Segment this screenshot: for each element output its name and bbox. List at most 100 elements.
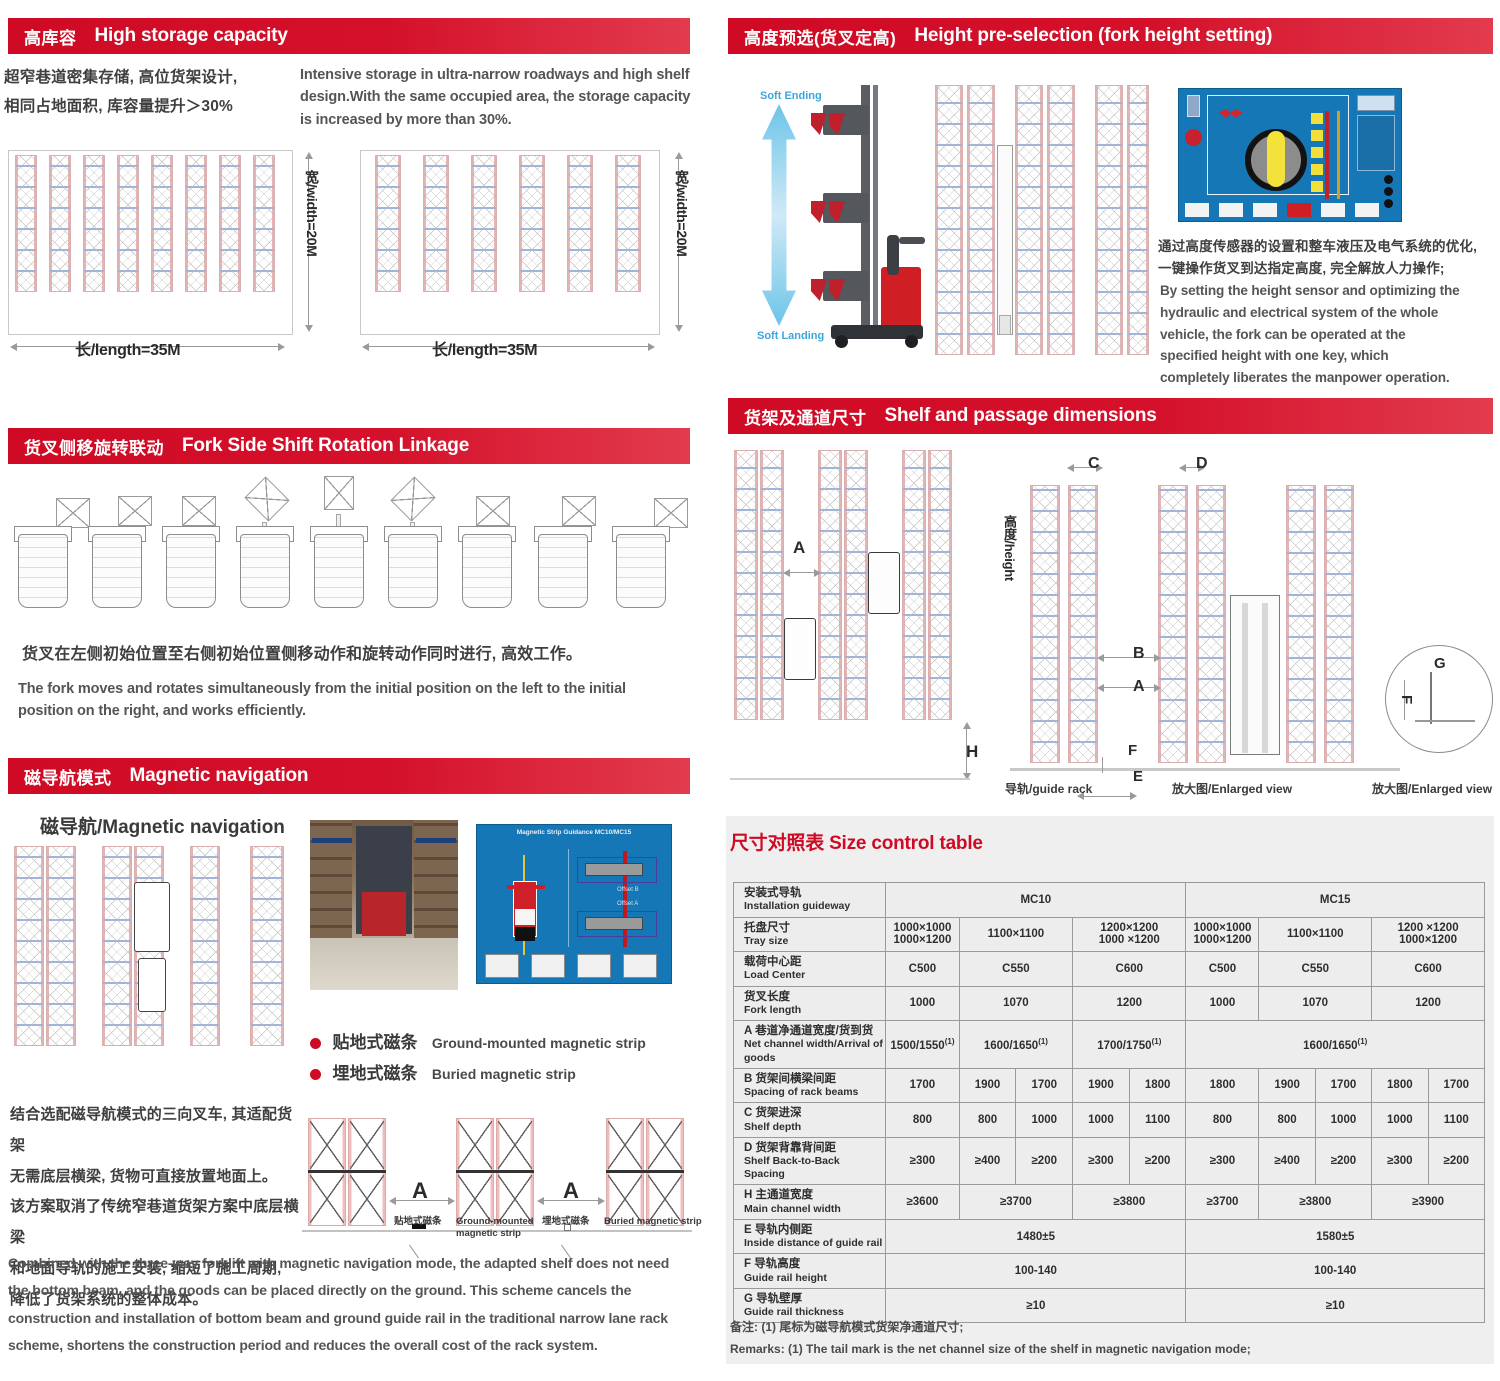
- section-header-fork: 货叉侧移旋转联动 Fork Side Shift Rotation Linkag…: [8, 428, 690, 464]
- table-cell: 1100×1100: [958, 916, 1074, 952]
- table-cell: C550: [958, 951, 1074, 987]
- table-cell: 1000×1000 1000×1200: [1185, 916, 1260, 952]
- fork-body-en: The fork moves and rotates simultaneousl…: [18, 681, 626, 720]
- guide-rack-caption: 导轨/guide rack: [1005, 782, 1093, 796]
- row-label: 安装式导轨 Installation guideway: [732, 882, 887, 918]
- table-cell: ≥3700: [1185, 1184, 1260, 1220]
- table-row: B 货架间横梁间距 Spacing of rack beams 1700 1900 17…: [732, 1067, 1486, 1104]
- dimension-mark-A-plan: A: [793, 538, 805, 557]
- table-cell: 1700: [1427, 1067, 1486, 1104]
- row-label: A 巷道净通道宽度/货到货 Net channel width/Arrival o…: [732, 1020, 887, 1069]
- table-cell: 1200 ×1200 1000×1200: [1371, 916, 1485, 952]
- legend-label-cn: 埋地式磁条: [332, 1064, 418, 1083]
- table-cell: 1600/1650(1): [1185, 1020, 1485, 1069]
- table-cell: 1700/1750(1): [1072, 1020, 1187, 1069]
- shelf-elevation-view: [1010, 464, 1400, 800]
- table-cell: 1070: [958, 985, 1074, 1021]
- enlarged-view-caption-2: 放大图/Enlarged view: [1372, 782, 1493, 796]
- shelf-plan-view: [730, 450, 980, 780]
- storage-length-label-left: 长/length=35M: [75, 342, 181, 359]
- table-row: 托盘尺寸 Tray size 1000×1000 1000×1200 1100×1100…: [732, 916, 1485, 952]
- table-row: G 导轨壁厚 Guide rail thickness ≥10 ≥10: [732, 1287, 1485, 1324]
- storage-width-label-right: 宽/width=20M: [674, 170, 690, 257]
- fork-body-cn: 货叉在左侧初始位置至右侧初始位置侧移动作和旋转动作同时进行, 高效工作。: [22, 646, 583, 663]
- forklift-photo: [795, 85, 925, 350]
- buried-strip-caption-cn: 埋地式磁条: [542, 1216, 590, 1227]
- hmi-magnet-icon[interactable]: [623, 954, 657, 978]
- section-title-en: High storage capacity: [94, 25, 288, 46]
- table-cell: 1000: [1072, 1102, 1130, 1138]
- height-body-cn: 通过高度传感器的设置和整车液压及电气系统的优化, 一键操作货叉到达指定高度, 完…: [1158, 239, 1478, 276]
- storage-body-en: Intensive storage in ultra-narrow roadwa…: [300, 67, 691, 128]
- table-cell: ≥3800: [1072, 1184, 1187, 1220]
- height-axis-label: 高度/height: [1002, 515, 1017, 581]
- row-label: 托盘尺寸 Tray size: [732, 916, 887, 952]
- hmi-fork-icon: [1219, 109, 1243, 118]
- section-title-en: Fork Side Shift Rotation Linkage: [182, 435, 470, 456]
- section-header-shelf: 货架及通道尺寸 Shelf and passage dimensions: [728, 398, 1493, 434]
- hmi-ruler-icon[interactable]: [577, 954, 611, 978]
- size-table-title: 尺寸对照表 Size control table: [730, 833, 983, 854]
- section-title-cn: 货架及通道尺寸: [744, 408, 867, 428]
- legend-label-en: Ground-mounted magnetic strip: [431, 1035, 646, 1051]
- table-cell: MC15: [1185, 882, 1485, 918]
- row-label: F 导轨高度 Guide rail height: [732, 1253, 887, 1289]
- table-cell: 1900: [1258, 1067, 1316, 1104]
- table-cell: ≥300: [1072, 1136, 1130, 1186]
- buried-strip-caption-en: Buried magnetic strip: [604, 1216, 702, 1227]
- buried-strip-icon: [564, 1224, 571, 1231]
- height-rack-elevation: [935, 85, 1150, 355]
- table-cell: ≥400: [958, 1136, 1017, 1186]
- legend-item: 埋地式磁条 Buried magnetic strip: [310, 1059, 690, 1084]
- ground-mounted-strip-icon: [412, 1224, 426, 1229]
- table-cell: 1000: [1185, 985, 1260, 1021]
- height-hmi-panel[interactable]: [1178, 88, 1402, 222]
- section-title-cn: 磁导航模式: [24, 768, 112, 788]
- table-row: 货叉长度 Fork length 1000 1070 1200 1000 1070 1200: [732, 985, 1485, 1021]
- table-cell: 1100: [1128, 1102, 1187, 1138]
- table-row: H 主通道宽度 Main channel width ≥3600 ≥3700 ≥3800…: [732, 1184, 1485, 1220]
- hmi-title: Magnetic Strip Guidance MC10/MC15: [516, 829, 632, 836]
- magnetic-legend: 贴地式磁条 Ground-mounted magnetic strip 埋地式磁…: [310, 1028, 690, 1084]
- table-cell: C600: [1371, 951, 1485, 987]
- table-cell: C500: [1185, 951, 1260, 987]
- table-cell: ≥10: [885, 1287, 1187, 1324]
- height-body-en: By setting the height sensor and optimiz…: [1160, 283, 1460, 385]
- legend-item: 贴地式磁条 Ground-mounted magnetic strip: [310, 1028, 690, 1053]
- dimension-mark-C: C: [1088, 455, 1100, 472]
- storage-body-cn: 超窄巷道密集存储, 高位货架设计, 相同占地面积, 库容量提升＞30%: [4, 69, 238, 115]
- table-cell: 1000: [1015, 1102, 1074, 1138]
- table-cell: 1000: [1371, 1102, 1429, 1138]
- table-cell: 1700: [1015, 1067, 1074, 1104]
- magnetic-dimension-mark-A-2: A: [563, 1178, 579, 1203]
- enlarged-view-detail: [1385, 645, 1493, 753]
- dimension-mark-H: H: [966, 742, 978, 761]
- section-header-height: 高度预选(货叉定高) Height pre-selection (fork he…: [728, 18, 1493, 54]
- storage-plan-right: [360, 150, 683, 351]
- legend-bullet-icon: [310, 1069, 321, 1081]
- soft-landing-label: Soft Landing: [757, 330, 825, 342]
- magnetic-hmi-panel[interactable]: Magnetic Strip Guidance MC10/MC15 Offset…: [476, 824, 672, 984]
- table-cell: ≥200: [1427, 1136, 1486, 1186]
- table-cell: 1100: [1427, 1102, 1486, 1138]
- table-cell: 1000: [1314, 1102, 1373, 1138]
- dimension-mark-G: G: [1434, 655, 1446, 672]
- magnetic-plan-diagram: [10, 846, 295, 1046]
- magnetic-elevation-diagram: [302, 1118, 692, 1259]
- legend-label-cn: 贴地式磁条: [332, 1033, 418, 1052]
- table-cell: ≥3900: [1371, 1184, 1485, 1220]
- hmi-truck-icon[interactable]: [531, 954, 565, 978]
- hmi-pen-icon[interactable]: [485, 954, 519, 978]
- table-row: F 导轨高度 Guide rail height 100-140 100-140: [732, 1253, 1485, 1289]
- magnetic-body-cn: 结合选配磁导航模式的三向叉车, 其适配货架 无需底层横梁, 货物可直接放置地面上…: [10, 1106, 299, 1308]
- table-cell: 1100×1100: [1258, 916, 1373, 952]
- section-title-en: Shelf and passage dimensions: [884, 405, 1157, 426]
- dimension-mark-F: F: [1128, 742, 1137, 759]
- dimension-mark-E: E: [1133, 768, 1143, 785]
- table-cell: ≥3600: [885, 1184, 960, 1220]
- table-row: 载荷中心距 Load Center C500 C550 C600 C500 C550 C600: [732, 951, 1485, 987]
- soft-ending-label: Soft Ending: [760, 90, 822, 102]
- table-cell: 1900: [1072, 1067, 1130, 1104]
- table-cell: 1600/1650(1): [958, 1020, 1074, 1069]
- row-label: E 导轨内侧距 Inside distance of guide rail: [732, 1218, 887, 1255]
